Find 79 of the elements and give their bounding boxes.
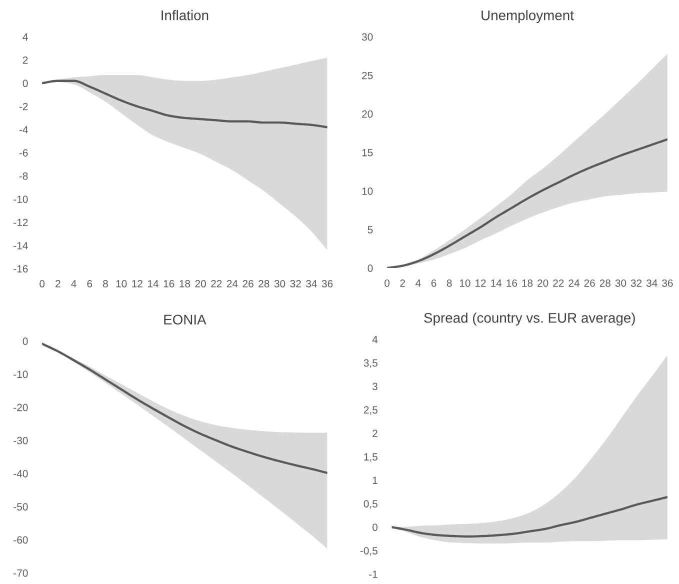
chart-title: EONIA	[164, 314, 206, 325]
x-tick-label: 2	[400, 279, 405, 287]
y-tick-label: -30	[14, 436, 28, 444]
y-tick-label: -12	[14, 218, 28, 226]
x-tick-label: 20	[538, 279, 548, 287]
x-tick-label: 28	[600, 279, 610, 287]
chart-title: Unemployment	[482, 10, 574, 24]
x-tick-label: 34	[646, 279, 658, 287]
x-tick-label: 16	[506, 279, 517, 287]
y-tick-label: -40	[14, 470, 28, 478]
x-tick-label: 6	[87, 280, 92, 288]
y-tick-label: 10	[362, 187, 373, 195]
y-tick-label: 3	[372, 382, 378, 390]
x-tick-label: 36	[322, 280, 333, 288]
x-tick-label: 30	[274, 280, 286, 288]
y-tick-label: 4	[372, 336, 378, 344]
x-tick-label: 6	[431, 279, 436, 287]
chart-title: Spread (country vs. EUR average)	[424, 312, 635, 326]
y-tick-label: -1	[369, 570, 378, 578]
y-tick-label: 25	[362, 72, 373, 80]
x-tick-label: 10	[460, 279, 470, 287]
x-tick-label: 16	[164, 280, 174, 288]
x-tick-label: 10	[116, 280, 127, 288]
y-tick-label: -70	[14, 569, 28, 577]
y-tick-label: 0	[22, 338, 28, 345]
y-tick-label: 5	[368, 226, 373, 234]
x-tick-label: 18	[522, 279, 533, 287]
x-tick-label: 28	[258, 280, 270, 288]
x-tick-label: 32	[630, 279, 642, 287]
y-tick-label: 0,5	[364, 500, 378, 509]
y-tick-label: 0	[368, 264, 373, 272]
y-tick-label: -14	[14, 242, 28, 250]
x-tick-label: 22	[553, 279, 564, 287]
y-tick-label: 3,5	[364, 359, 378, 368]
chart-title: Inflation	[162, 10, 208, 20]
y-tick-label: 4	[22, 33, 28, 41]
y-tick-label: 1	[372, 476, 378, 484]
x-tick-label: 20	[195, 280, 206, 288]
y-tick-label: -10	[14, 370, 28, 378]
x-tick-label: 0	[40, 280, 45, 288]
x-tick-label: 14	[148, 280, 158, 288]
y-tick-label: 20	[362, 110, 373, 118]
x-tick-label: 24	[568, 279, 580, 287]
y-tick-label: 30	[362, 33, 373, 41]
y-tick-label: 2	[372, 430, 378, 437]
y-tick-label: -6	[19, 149, 28, 157]
x-tick-label: 18	[180, 280, 190, 288]
x-tick-label: 26	[242, 280, 254, 288]
x-tick-label: 14	[491, 280, 502, 287]
x-tick-label: 22	[211, 280, 222, 288]
y-tick-label: -8	[19, 172, 28, 180]
y-tick-label: 2,5	[364, 406, 378, 415]
y-tick-label: -2	[19, 102, 28, 110]
y-tick-label: -0,5	[360, 547, 378, 556]
x-tick-label: 2	[56, 280, 60, 288]
x-tick-label: 8	[103, 280, 108, 288]
y-tick-label: -4	[19, 126, 28, 134]
x-tick-label: 26	[584, 279, 595, 287]
x-tick-label: 34	[306, 280, 317, 288]
y-tick-label: 2	[22, 56, 28, 64]
y-tick-label: 0	[372, 524, 378, 531]
y-tick-label: -60	[14, 536, 28, 544]
x-tick-label: 30	[615, 279, 626, 287]
x-tick-label: 12	[132, 280, 142, 288]
x-tick-label: 4	[71, 280, 76, 288]
y-tick-label: -50	[14, 503, 28, 511]
y-tick-label: 1,5	[364, 453, 378, 462]
x-tick-label: 8	[446, 279, 452, 287]
x-tick-label: 36	[662, 279, 673, 287]
x-tick-label: 12	[476, 279, 486, 287]
y-tick-label: -16	[14, 265, 28, 273]
x-tick-label: 32	[290, 280, 301, 288]
y-tick-label: -20	[14, 404, 28, 412]
y-tick-label: 0	[22, 80, 28, 88]
y-tick-label: 15	[362, 149, 373, 156]
x-tick-label: 24	[226, 280, 238, 288]
x-tick-label: 0	[384, 279, 390, 287]
x-tick-label: 4	[416, 280, 421, 287]
y-tick-label: -10	[14, 196, 28, 203]
